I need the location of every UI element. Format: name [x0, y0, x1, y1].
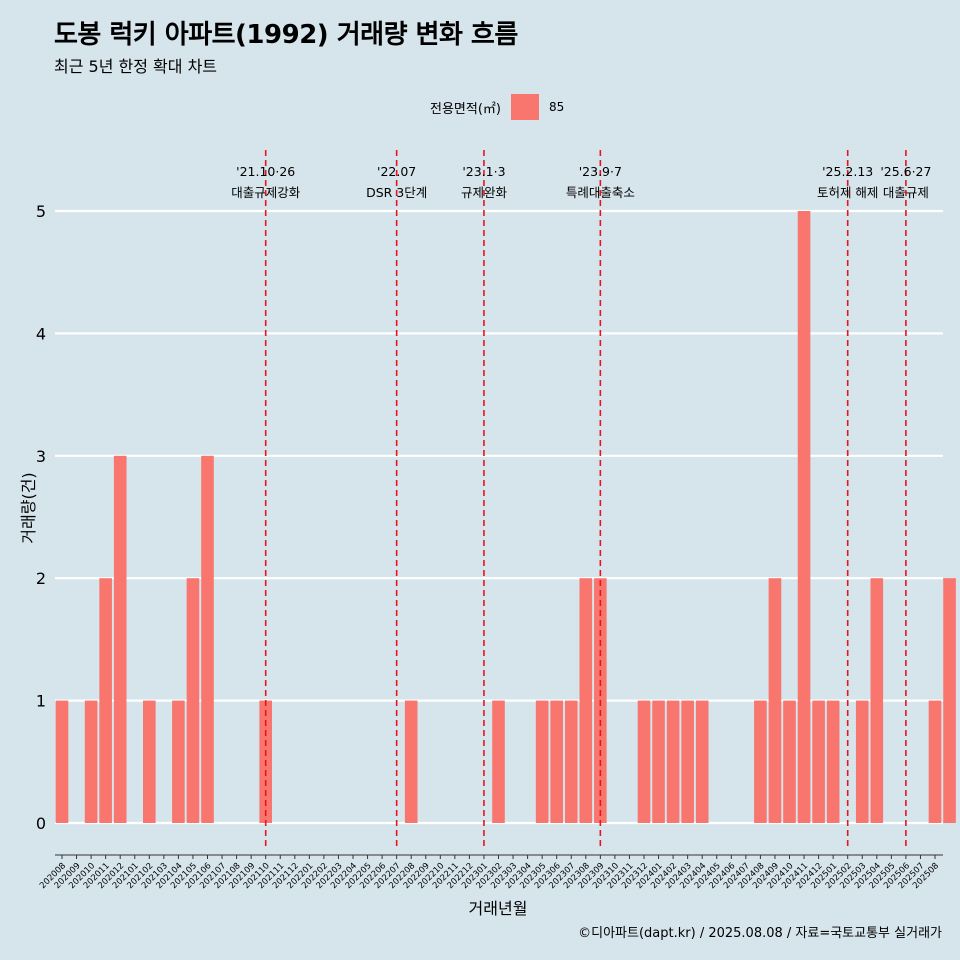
bar [928, 700, 942, 823]
bar [172, 700, 185, 823]
bar [84, 700, 98, 823]
y-tick-label: 5 [36, 202, 46, 221]
annotation-label: 특례대출축소 [566, 185, 635, 200]
bar [492, 700, 505, 823]
source-caption: ©디아파트(dapt.kr) / 2025.08.08 / 자료=국토교통부 실… [578, 926, 942, 941]
bar [783, 700, 796, 823]
bar [579, 578, 593, 823]
bar [99, 578, 112, 823]
y-tick-label: 1 [36, 692, 46, 711]
bar [826, 700, 840, 823]
bar [870, 578, 884, 823]
annotation-label: 대출규제 [883, 185, 929, 200]
x-axis-title: 거래년월 [469, 899, 528, 918]
annotation-label: 대출규제강화 [231, 185, 301, 200]
annotation-date: '25.6·27 [880, 164, 931, 179]
y-tick-label: 3 [36, 447, 46, 466]
bar [201, 455, 214, 823]
bar [855, 700, 869, 823]
bar [55, 700, 69, 823]
bar [681, 700, 694, 823]
chart-subtitle: 최근 5년 한정 확대 차트 [54, 57, 218, 76]
annotation-label: 규제완화 [461, 185, 508, 200]
y-axis-title: 거래량(건) [19, 472, 38, 543]
annotation-date: '22.07 [377, 164, 416, 179]
annotation-date: '23.9·7 [579, 164, 622, 179]
bar [186, 578, 200, 823]
bar [943, 578, 956, 823]
bar [113, 455, 127, 823]
y-tick-label: 2 [36, 569, 46, 588]
bar [564, 700, 578, 823]
bar [550, 700, 563, 823]
annotation-date: '23.1·3 [462, 164, 505, 179]
bar [768, 578, 782, 823]
y-tick-label: 4 [36, 324, 46, 343]
bar [535, 700, 549, 823]
bar [754, 700, 767, 823]
bar [637, 700, 651, 823]
bar [404, 700, 418, 823]
bar [666, 700, 680, 823]
annotation-label: 토허제 해제 [817, 185, 878, 200]
annotation-date: '25.2.13 [822, 164, 873, 179]
bar [143, 700, 156, 823]
bar [652, 700, 665, 823]
annotation-label: DSR 3단계 [366, 185, 427, 200]
annotation-date: '21.10·26 [236, 164, 295, 179]
legend-swatch [510, 94, 539, 120]
legend-label: 85 [548, 100, 565, 114]
y-tick-label: 0 [36, 814, 46, 833]
bar [797, 211, 811, 823]
bar [812, 700, 825, 823]
bar [695, 700, 709, 823]
legend: 전용면적(㎡) 85 [430, 94, 564, 120]
chart-title: 도봉 럭키 아파트(1992) 거래량 변화 흐름 [54, 20, 518, 50]
legend-title: 전용면적(㎡) [430, 101, 501, 117]
